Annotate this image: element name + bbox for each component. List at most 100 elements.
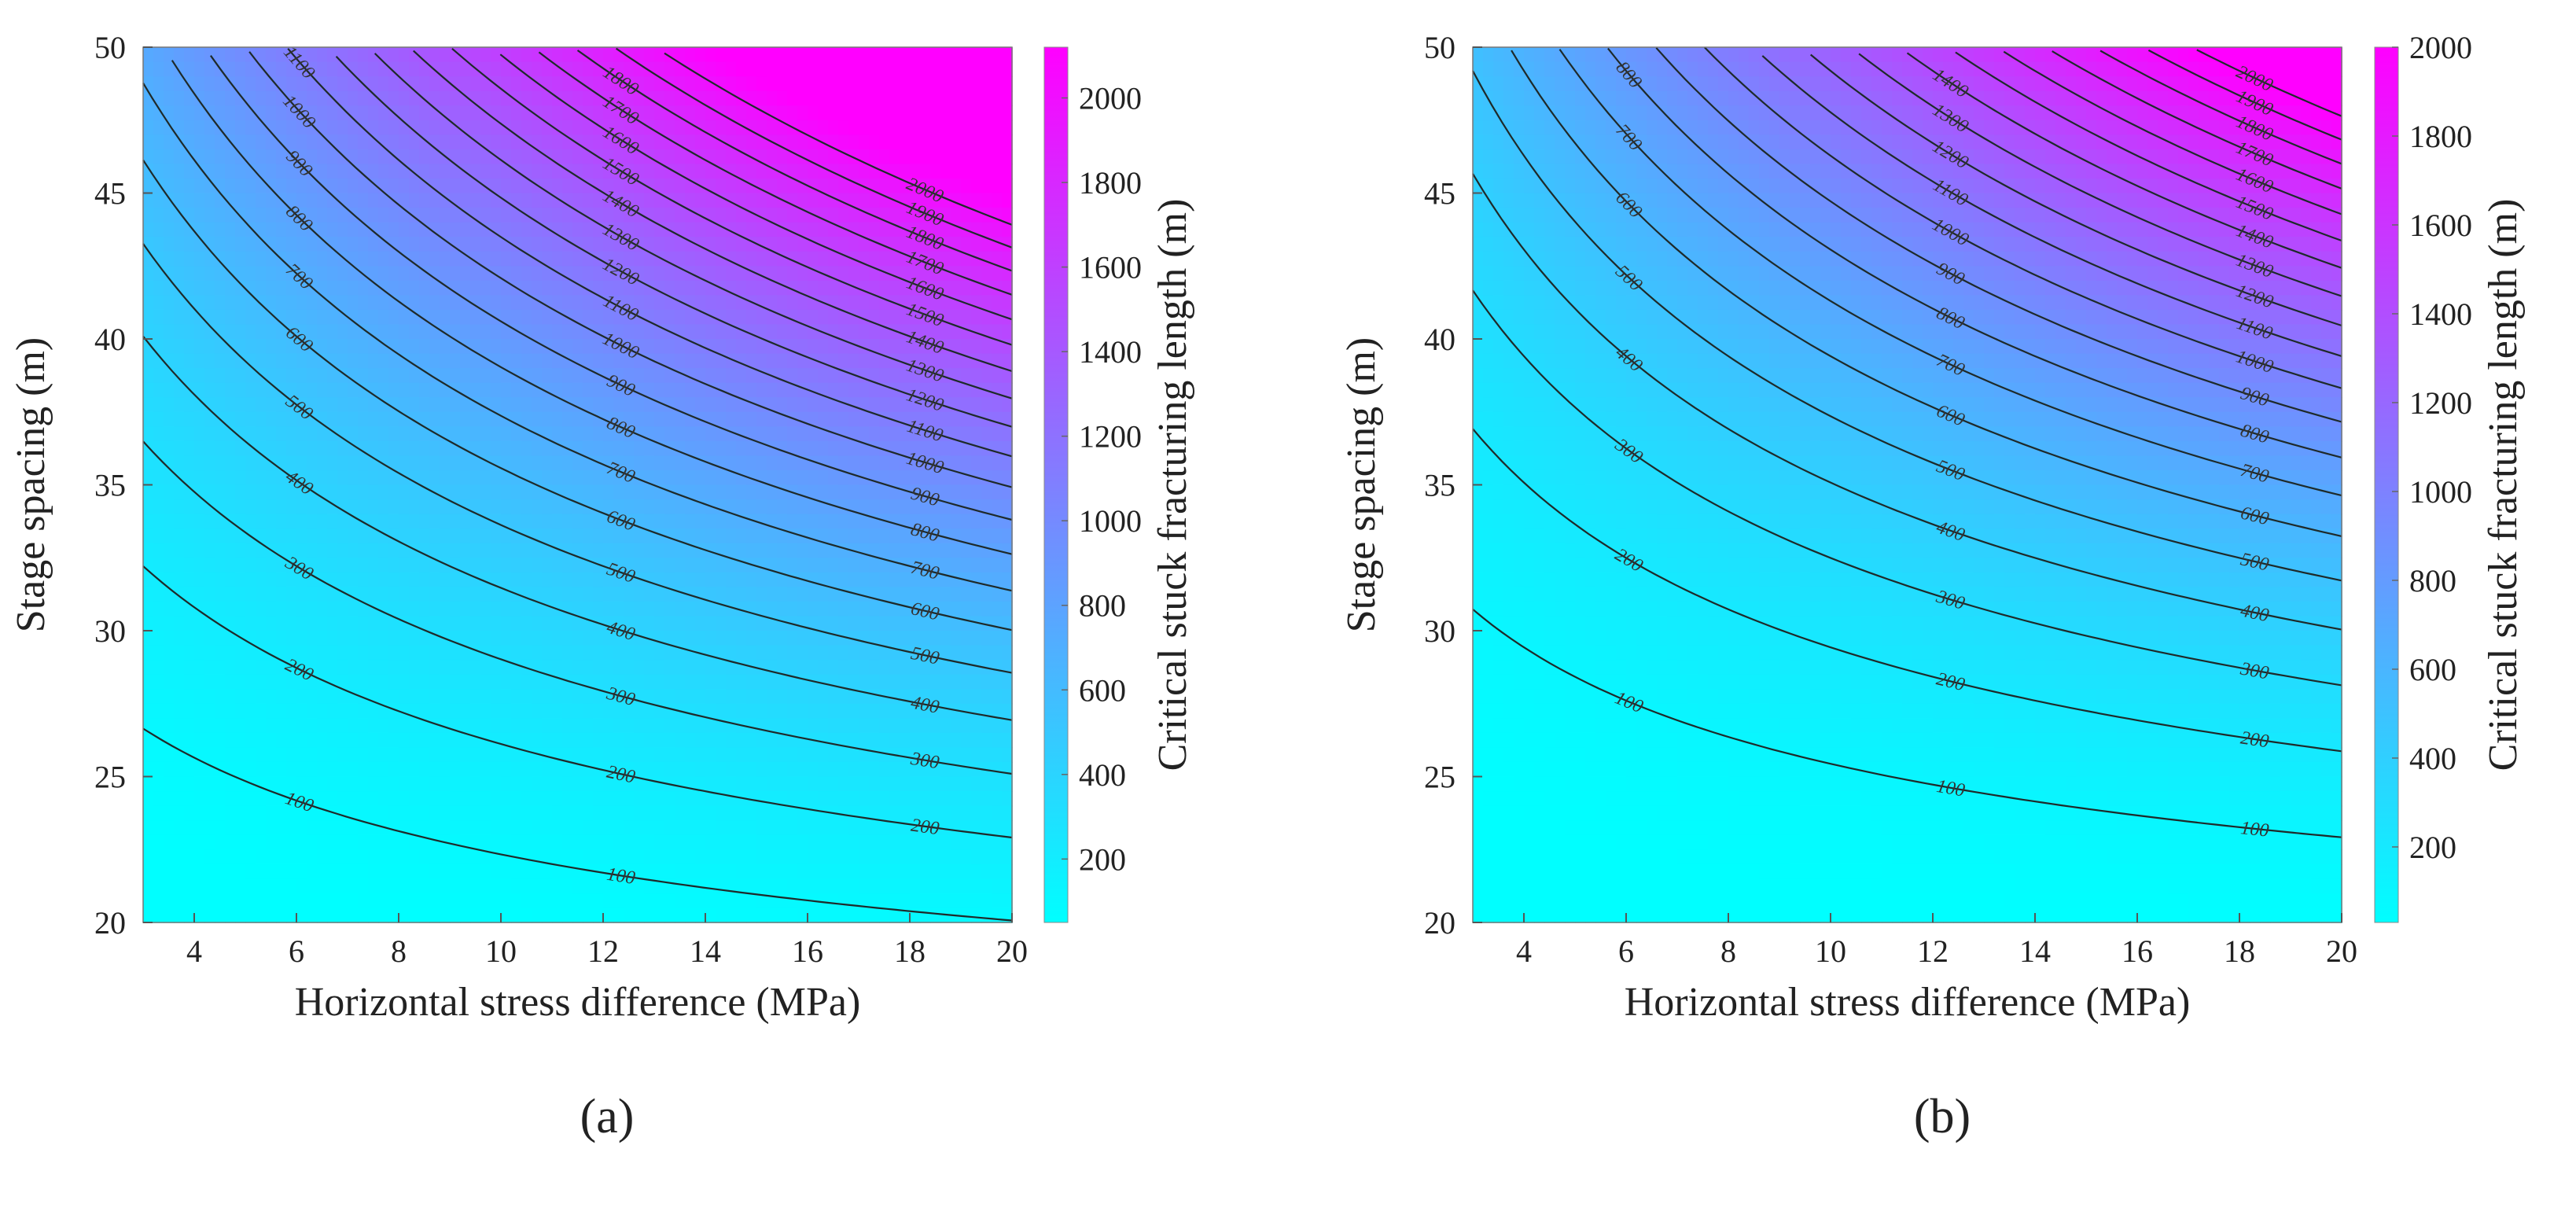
field-cell [613, 878, 624, 894]
field-cell [705, 703, 716, 720]
field-cell [613, 61, 624, 77]
field-cell [419, 820, 430, 836]
field-cell [419, 776, 430, 792]
field-cell [695, 849, 706, 865]
field-cell [266, 863, 277, 880]
field-cell [470, 353, 481, 369]
field-cell [900, 791, 911, 807]
field-cell [828, 47, 839, 63]
field-cell [399, 149, 410, 165]
field-cell [276, 499, 287, 515]
field-cell [552, 528, 563, 544]
field-cell [225, 47, 236, 63]
field-cell [174, 761, 185, 778]
field-cell [808, 703, 819, 720]
field-cell [296, 514, 307, 529]
field-cell [818, 61, 829, 77]
field-cell [726, 309, 737, 326]
field-cell [511, 863, 522, 880]
field-cell [194, 164, 205, 179]
field-cell [971, 339, 982, 355]
field-cell [859, 528, 870, 544]
field-cell [971, 47, 982, 63]
field-cell [440, 689, 451, 705]
field-cell [194, 732, 205, 749]
field-cell [348, 601, 359, 617]
field-cell [981, 295, 992, 311]
field-cell [266, 528, 277, 544]
field-cell [767, 76, 778, 92]
field-cell [337, 601, 348, 617]
field-cell [491, 820, 502, 836]
field-cell [797, 645, 808, 661]
field-cell [675, 761, 686, 778]
field-cell [593, 47, 604, 63]
field-cell [307, 499, 318, 515]
field-cell [429, 76, 440, 92]
field-cell [317, 528, 328, 544]
field-cell [532, 908, 543, 923]
field-cell [695, 893, 706, 909]
field-cell [256, 616, 267, 631]
field-cell [930, 149, 941, 165]
field-cell [726, 849, 737, 865]
field-cell [164, 164, 175, 179]
field-cell [511, 631, 522, 646]
contour-field [143, 47, 1013, 923]
field-cell [164, 251, 175, 267]
field-cell [624, 849, 635, 865]
field-cell [532, 514, 543, 529]
field-cell [194, 353, 205, 369]
field-cell [378, 805, 389, 821]
field-cell [450, 893, 461, 909]
field-cell [521, 499, 532, 515]
field-cell [624, 878, 635, 894]
field-cell [900, 863, 911, 880]
field-cell [256, 732, 267, 749]
field-cell [940, 440, 951, 457]
field-cell [286, 761, 297, 778]
field-cell [859, 280, 870, 296]
field-cell [286, 616, 297, 631]
field-cell [634, 558, 645, 573]
field-cell [266, 732, 277, 749]
field-cell [470, 645, 481, 661]
field-cell [828, 572, 839, 588]
field-cell [388, 499, 399, 515]
field-cell [235, 353, 246, 369]
field-cell [808, 834, 819, 851]
field-cell [787, 587, 798, 602]
field-cell [153, 514, 164, 529]
field-cell [225, 440, 236, 457]
field-cell [675, 805, 686, 821]
field-cell [399, 47, 410, 63]
field-cell [634, 76, 645, 92]
field-cell [542, 834, 553, 851]
field-cell [583, 309, 594, 326]
field-cell [470, 178, 481, 194]
field-cell [143, 631, 154, 646]
field-cell [695, 280, 706, 296]
field-cell [644, 908, 655, 923]
field-cell [583, 878, 594, 894]
field-cell [797, 76, 808, 92]
field-cell [603, 309, 614, 326]
field-cell [225, 397, 236, 413]
field-cell [951, 61, 962, 77]
field-cell [204, 558, 215, 573]
field-cell [409, 834, 420, 851]
field-cell [552, 645, 563, 661]
field-cell [388, 251, 399, 267]
field-cell [511, 776, 522, 792]
field-cell [337, 76, 348, 92]
field-cell [470, 309, 481, 326]
field-cell [664, 849, 675, 865]
field-cell [184, 455, 195, 471]
field-cell [266, 397, 277, 413]
field-cell [552, 834, 563, 851]
field-cell [736, 908, 747, 923]
field-cell [317, 440, 328, 457]
field-cell [194, 645, 205, 661]
field-cell [204, 601, 215, 617]
field-cell [327, 878, 338, 894]
